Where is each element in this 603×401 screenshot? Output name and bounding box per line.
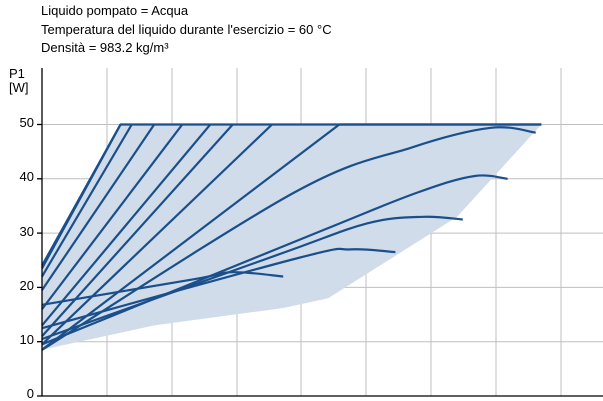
y-tick-label: 40 [19, 169, 34, 184]
series-line-2 [41, 247, 396, 330]
y-axis-ticks [37, 123, 42, 397]
series-line-10 [41, 123, 184, 310]
header-temperature: Temperatura del liquido durante l'eserci… [41, 22, 332, 37]
y-axis-unit: [W] [9, 80, 29, 95]
y-tick-label: 10 [19, 332, 34, 347]
curve-group [41, 123, 542, 351]
series-line-14 [41, 123, 542, 267]
y-tick-label: 50 [19, 115, 34, 130]
series-line-7 [41, 123, 273, 346]
y-tick-label: 20 [19, 278, 34, 293]
series-line-8 [41, 123, 234, 338]
series-line-11 [41, 123, 156, 291]
y-tick-label: 0 [26, 386, 34, 401]
header-liquid: Liquido pompato = Acqua [41, 3, 189, 18]
series-line-4 [41, 174, 508, 346]
series-line-5 [41, 126, 536, 351]
y-axis-label: P1 [9, 66, 25, 81]
series-line-12 [41, 123, 133, 278]
y-tick-label: 30 [19, 224, 34, 239]
header-density: Densità = 983.2 kg/m³ [41, 40, 169, 55]
series-line-9 [41, 123, 212, 327]
